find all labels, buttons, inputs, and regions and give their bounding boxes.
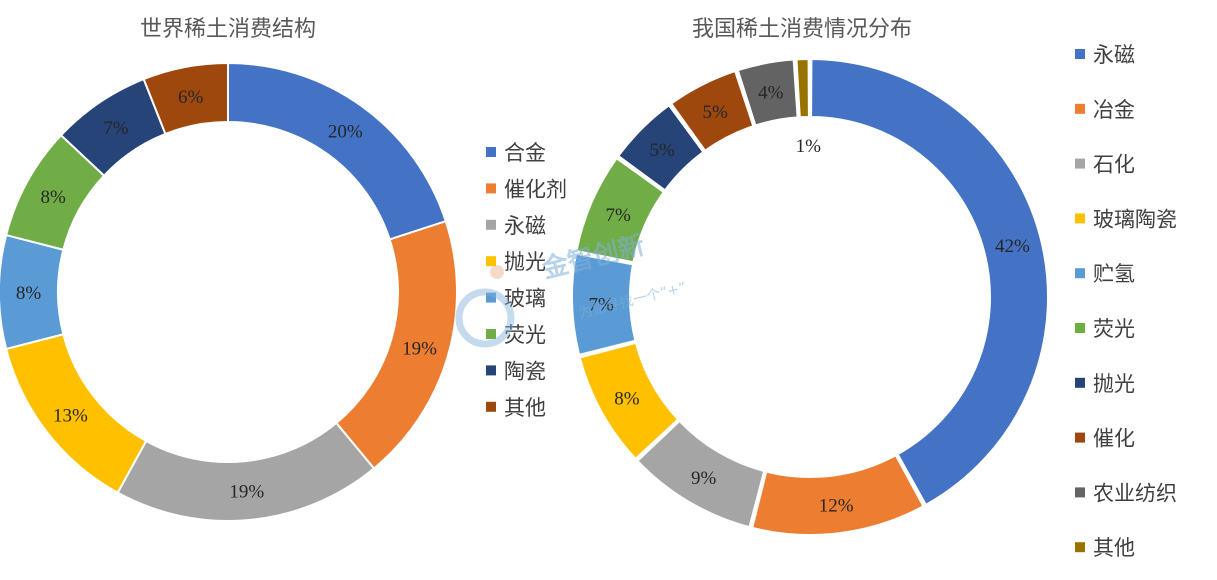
legend-swatch-4 — [1075, 213, 1085, 224]
china-consumption-chart: 我国稀土消费情况分布 42% 12% 9% 8% 7% 7% 5% 5% 4% 1% 永磁冶金石化… — [571, 17, 1177, 560]
legend-swatch-10 — [1075, 542, 1085, 553]
legend-swatch-7 — [486, 365, 496, 376]
data-label-3: 9% — [691, 468, 717, 489]
data-label-2: 19% — [402, 339, 437, 360]
data-label-1: 42% — [995, 236, 1030, 257]
legend-swatch-7 — [1075, 377, 1085, 388]
legend-swatch-5 — [486, 292, 496, 303]
legend-label-1: 永磁 — [1093, 43, 1135, 67]
legend-swatch-8 — [486, 401, 496, 412]
data-label-8: 5% — [702, 102, 728, 123]
data-label-6: 7% — [606, 205, 632, 226]
chart-title-china: 我国稀土消费情况分布 — [692, 17, 912, 42]
legend-label-6: 荧光 — [1093, 317, 1135, 341]
chart-title-world: 世界稀土消费结构 — [140, 17, 316, 42]
donut-slice-10 — [795, 57, 810, 119]
watermark-logo-icon — [455, 265, 515, 348]
data-label-10: 1% — [796, 136, 822, 157]
legend-swatch-2 — [486, 183, 496, 194]
legend-label-5: 贮氢 — [1093, 262, 1135, 286]
legend-label-4: 抛光 — [504, 250, 546, 274]
legend-swatch-2 — [1075, 103, 1085, 114]
legend-swatch-5 — [1075, 268, 1085, 279]
donut-slice-1 — [227, 61, 448, 241]
legend-swatch-8 — [1075, 432, 1085, 443]
data-label-4: 13% — [53, 405, 88, 426]
data-label-5: 7% — [588, 295, 614, 316]
data-label-4: 8% — [614, 389, 640, 410]
legend-label-1: 合金 — [504, 141, 546, 165]
legend-swatch-9 — [1075, 487, 1085, 498]
donut-slice-2 — [334, 219, 458, 470]
data-label-9: 4% — [758, 83, 784, 104]
donut-slice-3 — [116, 421, 376, 522]
donut-slice-8 — [142, 61, 229, 136]
legend-label-6: 荧光 — [504, 323, 546, 347]
donut-slice-8 — [669, 69, 755, 153]
legend-swatch-6 — [486, 329, 496, 339]
donut-slice-2 — [750, 453, 925, 536]
legend-label-3: 石化 — [1093, 153, 1135, 177]
data-label-6: 8% — [41, 187, 67, 208]
legend-label-5: 玻璃 — [504, 287, 546, 311]
donut-slice-5 — [571, 252, 637, 357]
legend-label-9: 农业纺织 — [1093, 481, 1177, 505]
legend-label-8: 催化 — [1093, 427, 1135, 451]
data-label-5: 8% — [16, 283, 42, 304]
legend-swatch-3 — [486, 219, 496, 230]
donut-slice-6 — [575, 156, 666, 264]
data-label-3: 19% — [229, 482, 264, 503]
donut-slice-7 — [616, 103, 705, 192]
donut-slice-3 — [636, 419, 766, 529]
legend-label-7: 抛光 — [1093, 372, 1135, 396]
data-label-8: 6% — [178, 87, 204, 108]
legend-label-4: 玻璃陶瓷 — [1093, 207, 1177, 231]
data-label-2: 12% — [819, 495, 854, 516]
donut-slice-4 — [578, 341, 680, 461]
legend-swatch-1 — [1075, 49, 1085, 59]
china-donut — [571, 57, 1049, 536]
world-data-labels: 20% 19% 19% 13% 8% 8% 7% 6% — [16, 87, 437, 503]
data-label-7: 7% — [103, 118, 129, 139]
donut-slice-9 — [736, 58, 799, 127]
legend-swatch-1 — [486, 147, 496, 157]
data-label-7: 5% — [650, 140, 676, 161]
legend-label-7: 陶瓷 — [504, 359, 546, 383]
legend-swatch-3 — [1075, 158, 1085, 169]
data-label-1: 20% — [328, 122, 363, 143]
world-consumption-chart: 世界稀土消费结构 20% 19% 19% 13% 8% 8% 7% 6% 合金催化剂永磁抛光玻… — [0, 17, 567, 522]
legend-label-2: 冶金 — [1093, 98, 1135, 122]
legend-label-8: 其他 — [504, 396, 546, 420]
donut-slice-1 — [810, 57, 1049, 507]
legend-label-2: 催化剂 — [504, 177, 567, 201]
legend-swatch-6 — [1075, 323, 1085, 333]
legend-label-3: 永磁 — [504, 214, 546, 238]
legend-swatch-4 — [486, 256, 496, 267]
world-donut — [0, 61, 458, 522]
legend-label-10: 其他 — [1093, 536, 1135, 560]
china-data-labels: 42% 12% 9% 8% 7% 7% 5% 5% 4% 1% — [588, 83, 1030, 517]
